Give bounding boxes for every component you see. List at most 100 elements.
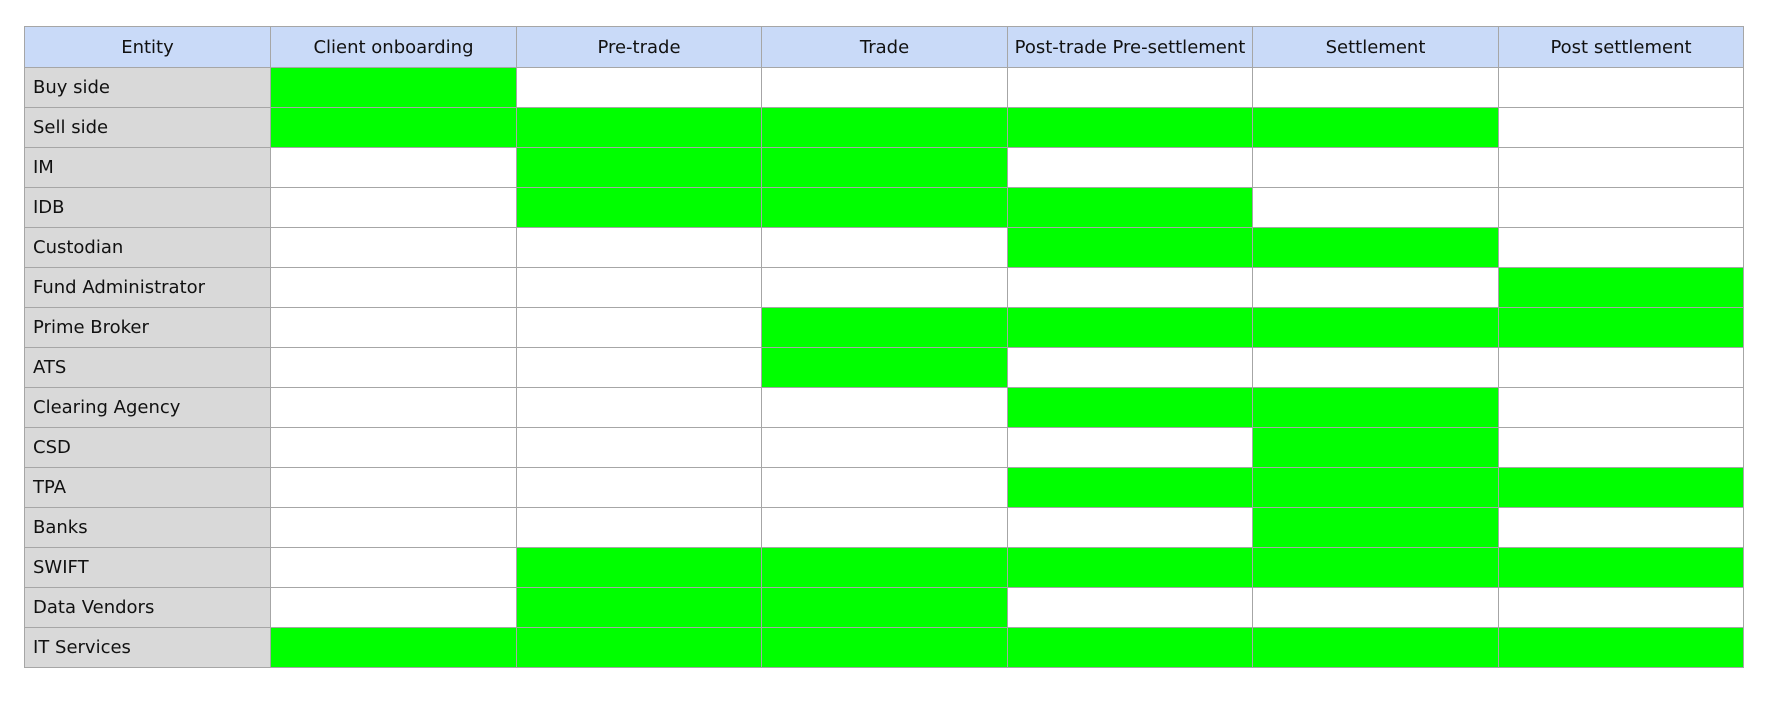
inactive-stage-cell [1007, 67, 1253, 108]
active-stage-cell [761, 107, 1008, 148]
active-stage-cell [1007, 187, 1253, 228]
active-stage-cell [1007, 307, 1253, 348]
active-stage-cell [761, 587, 1008, 628]
active-stage-cell [761, 547, 1008, 588]
inactive-stage-cell [516, 267, 762, 308]
active-stage-cell [1007, 107, 1253, 148]
inactive-stage-cell [1498, 507, 1744, 548]
inactive-stage-cell [270, 547, 517, 588]
table-body: Buy side Sell side IM IDB Custodian Fund Admi… [24, 67, 1744, 668]
active-stage-cell [270, 67, 517, 108]
active-stage-cell [1007, 227, 1253, 268]
active-stage-cell [1252, 427, 1499, 468]
entity-name-cell: Data Vendors [24, 587, 271, 628]
entity-name-cell: Clearing Agency [24, 387, 271, 428]
inactive-stage-cell [516, 387, 762, 428]
table-row: IM [24, 147, 1744, 188]
active-stage-cell [516, 627, 762, 668]
active-stage-cell [1252, 307, 1499, 348]
inactive-stage-cell [270, 347, 517, 388]
entity-name-cell: Banks [24, 507, 271, 548]
active-stage-cell [1252, 507, 1499, 548]
inactive-stage-cell [1252, 347, 1499, 388]
inactive-stage-cell [1007, 347, 1253, 388]
active-stage-cell [1498, 467, 1744, 508]
active-stage-cell [516, 187, 762, 228]
inactive-stage-cell [1252, 267, 1499, 308]
active-stage-cell [1252, 107, 1499, 148]
inactive-stage-cell [1007, 507, 1253, 548]
column-header: Pre-trade [516, 26, 762, 68]
active-stage-cell [761, 347, 1008, 388]
inactive-stage-cell [761, 267, 1008, 308]
inactive-stage-cell [270, 267, 517, 308]
inactive-stage-cell [516, 347, 762, 388]
column-header: Post-trade Pre-settlement [1007, 26, 1253, 68]
table-header: Entity Client onboarding Pre-trade Trade… [24, 26, 1744, 68]
inactive-stage-cell [761, 507, 1008, 548]
inactive-stage-cell [1498, 147, 1744, 188]
inactive-stage-cell [1252, 187, 1499, 228]
table-row: Banks [24, 507, 1744, 548]
table-row: Clearing Agency [24, 387, 1744, 428]
inactive-stage-cell [516, 227, 762, 268]
inactive-stage-cell [1007, 427, 1253, 468]
inactive-stage-cell [761, 67, 1008, 108]
active-stage-cell [270, 627, 517, 668]
active-stage-cell [516, 547, 762, 588]
inactive-stage-cell [270, 307, 517, 348]
inactive-stage-cell [270, 387, 517, 428]
entity-name-cell: IM [24, 147, 271, 188]
active-stage-cell [1498, 547, 1744, 588]
inactive-stage-cell [1498, 347, 1744, 388]
inactive-stage-cell [270, 587, 517, 628]
active-stage-cell [1007, 467, 1253, 508]
entity-name-cell: Custodian [24, 227, 271, 268]
inactive-stage-cell [761, 467, 1008, 508]
active-stage-cell [1252, 627, 1499, 668]
active-stage-cell [1252, 387, 1499, 428]
active-stage-cell [1252, 227, 1499, 268]
inactive-stage-cell [270, 227, 517, 268]
inactive-stage-cell [761, 227, 1008, 268]
entity-name-cell: TPA [24, 467, 271, 508]
inactive-stage-cell [1498, 67, 1744, 108]
active-stage-cell [761, 627, 1008, 668]
entity-lifecycle-matrix: Entity Client onboarding Pre-trade Trade… [24, 26, 1744, 668]
inactive-stage-cell [1007, 267, 1253, 308]
active-stage-cell [1007, 627, 1253, 668]
inactive-stage-cell [1498, 227, 1744, 268]
inactive-stage-cell [1498, 187, 1744, 228]
active-stage-cell [1498, 627, 1744, 668]
inactive-stage-cell [1252, 147, 1499, 188]
active-stage-cell [1007, 387, 1253, 428]
table-row: Fund Administrator [24, 267, 1744, 308]
active-stage-cell [1498, 307, 1744, 348]
inactive-stage-cell [516, 507, 762, 548]
table-row: Prime Broker [24, 307, 1744, 348]
inactive-stage-cell [761, 427, 1008, 468]
active-stage-cell [516, 587, 762, 628]
inactive-stage-cell [1007, 147, 1253, 188]
active-stage-cell [761, 147, 1008, 188]
entity-name-cell: Sell side [24, 107, 271, 148]
inactive-stage-cell [1498, 387, 1744, 428]
table-row: Sell side [24, 107, 1744, 148]
inactive-stage-cell [516, 427, 762, 468]
column-header: Trade [761, 26, 1008, 68]
table-row: Data Vendors [24, 587, 1744, 628]
inactive-stage-cell [516, 467, 762, 508]
table-row: SWIFT [24, 547, 1744, 588]
inactive-stage-cell [516, 307, 762, 348]
active-stage-cell [1252, 547, 1499, 588]
table-row: IDB [24, 187, 1744, 228]
active-stage-cell [516, 107, 762, 148]
entity-name-cell: Buy side [24, 67, 271, 108]
inactive-stage-cell [270, 187, 517, 228]
table-row: Buy side [24, 67, 1744, 108]
entity-name-cell: CSD [24, 427, 271, 468]
inactive-stage-cell [1252, 587, 1499, 628]
column-header: Post settlement [1498, 26, 1744, 68]
inactive-stage-cell [270, 147, 517, 188]
inactive-stage-cell [761, 387, 1008, 428]
